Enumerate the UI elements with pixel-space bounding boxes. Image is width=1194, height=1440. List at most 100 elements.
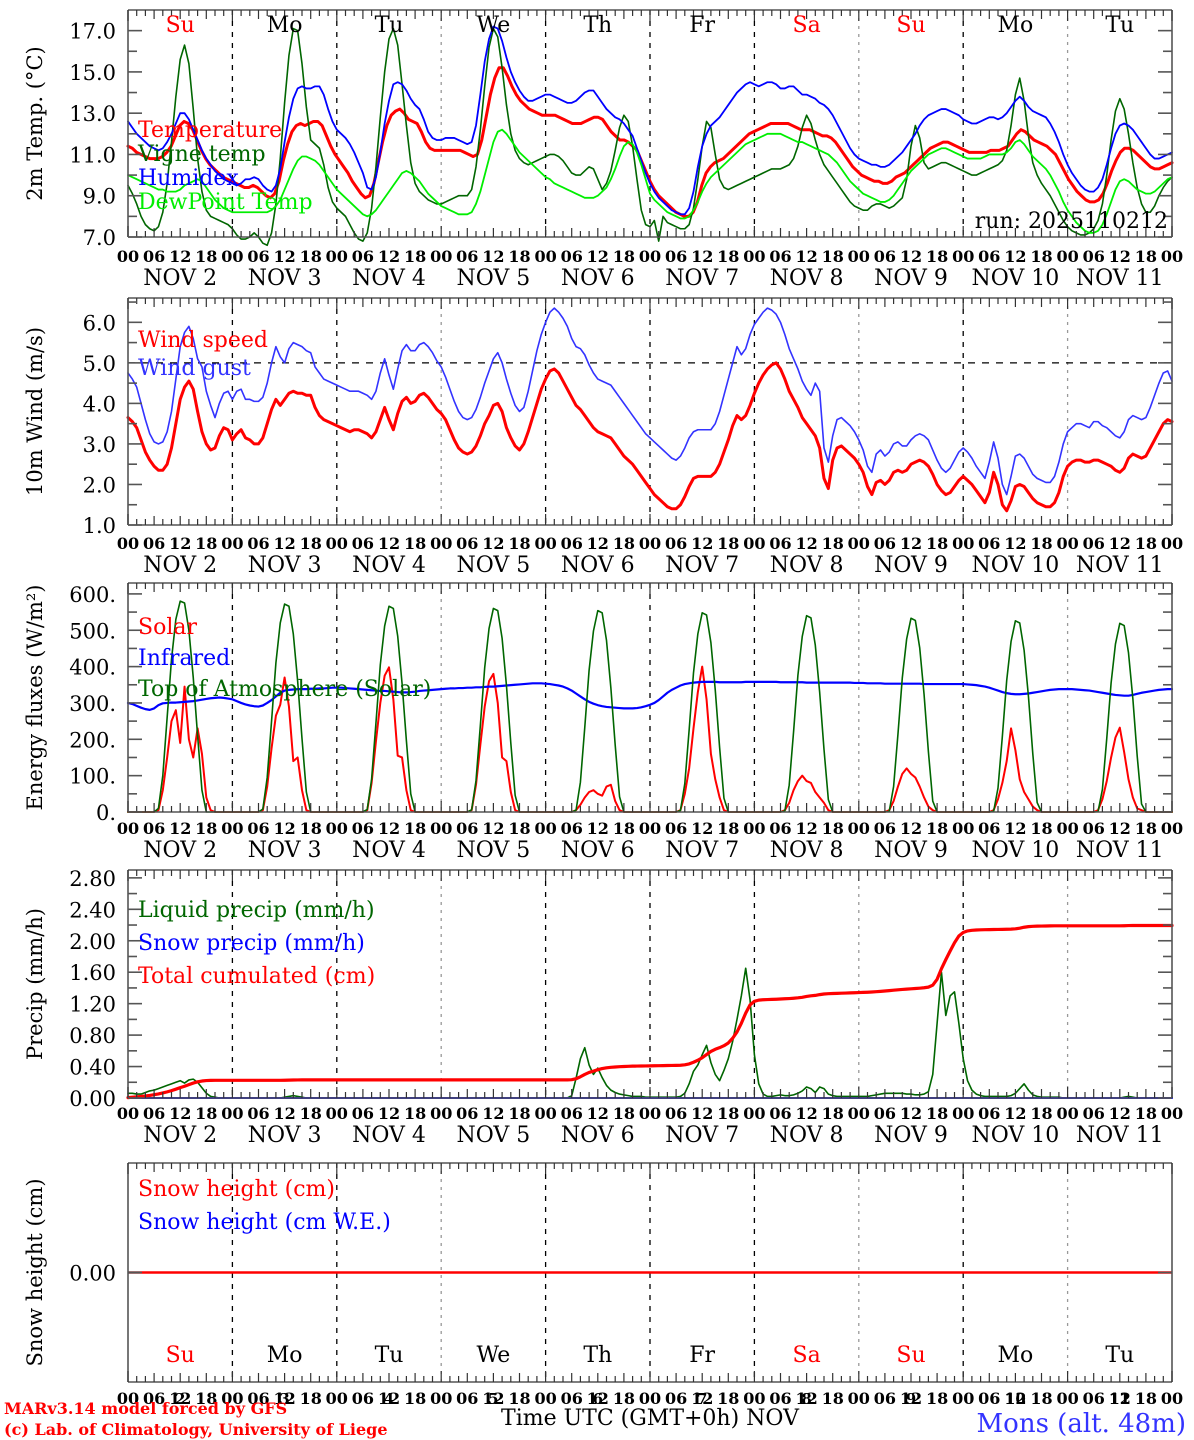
ytick-label: 500. [69,619,116,643]
hour-tick-label: 18 [404,819,426,838]
ytick-label: 2.80 [69,867,116,891]
hour-tick-label: 12 [795,247,817,266]
legend-item-humidex: Humidex [138,166,239,191]
hour-tick-label: 18 [195,1389,217,1408]
series-dewpoint-temp [127,128,1173,234]
hour-tick-label: 06 [143,534,165,553]
day-label: NOV 5 [457,266,531,291]
legend-item-snow-precip-mm-h-: Snow precip (mm/h) [138,931,365,956]
hour-tick-label: 12 [1109,1104,1131,1123]
axis-title-temperature: 2m Temp. (°C) [23,46,47,200]
hour-tick-label: 18 [1030,1104,1052,1123]
day-label: NOV 7 [665,553,739,578]
day-number-label: 6 [593,1390,603,1408]
hour-tick-label: 06 [143,1104,165,1123]
hour-tick-label: 12 [1004,534,1026,553]
hour-tick-label: 12 [1109,247,1131,266]
hour-tick-label: 06 [456,1104,478,1123]
day-label: NOV 5 [457,838,531,863]
weekday-label: Tu [1105,13,1134,38]
hour-tick-label: 12 [378,1389,400,1408]
legend-item-liquid-precip-mm-h-: Liquid precip (mm/h) [138,898,375,923]
day-label: NOV 11 [1076,838,1164,863]
day-label: NOV 10 [972,1123,1060,1148]
day-label: NOV 6 [561,838,635,863]
day-label: NOV 2 [143,266,217,291]
weekday-label: Mo [998,13,1034,38]
series-total-cumulated-cm- [126,923,1174,1100]
hour-tick-label: 12 [691,819,713,838]
hour-tick-label: 18 [1030,534,1052,553]
day-label: NOV 9 [874,1123,948,1148]
ytick-label: 11.0 [69,143,116,167]
hour-tick-label: 00 [117,534,139,553]
day-label: NOV 5 [457,1123,531,1148]
day-number-label: 9 [906,1390,916,1408]
hour-tick-label: 06 [874,819,896,838]
hour-tick-label: 18 [1135,534,1157,553]
hour-tick-label: 06 [1083,819,1105,838]
day-label: NOV 6 [561,266,635,291]
hour-tick-label: 06 [665,247,687,266]
hour-tick-label: 06 [874,534,896,553]
hour-tick-label: 12 [482,1389,504,1408]
hour-tick-label: 00 [848,247,870,266]
day-label: NOV 9 [874,838,948,863]
hour-tick-label: 00 [1161,819,1183,838]
hour-tick-label: 18 [508,1389,530,1408]
hour-tick-label: 18 [613,247,635,266]
station-label: Mons (alt. 48m) [977,1409,1186,1439]
hour-tick-label: 06 [769,534,791,553]
hour-tick-label: 18 [1135,1389,1157,1408]
hour-tick-label: 00 [743,1104,765,1123]
hour-tick-label: 12 [691,534,713,553]
hour-tick-label: 06 [874,247,896,266]
day-number-label: 7 [697,1390,707,1408]
hour-tick-label: 12 [169,534,191,553]
ytick-label: 0.00 [69,1262,116,1286]
series-humidex [127,25,1173,216]
hour-tick-label: 00 [952,819,974,838]
hour-tick-label: 18 [822,1389,844,1408]
day-label: NOV 2 [143,1123,217,1148]
hour-tick-label: 06 [247,247,269,266]
hour-tick-label: 12 [900,1104,922,1123]
day-label: NOV 5 [457,553,531,578]
ytick-label: 15.0 [69,61,116,85]
series-wind-speed [126,361,1174,513]
weekday-label-bottom: Su [896,1343,925,1368]
hour-tick-label: 18 [195,534,217,553]
hour-tick-label: 12 [1109,534,1131,553]
ytick-label: 0.80 [69,1024,116,1048]
day-label: NOV 4 [352,1123,426,1148]
weekday-label-bottom: Mo [998,1343,1034,1368]
hour-tick-label: 06 [978,534,1000,553]
day-label: NOV 4 [352,266,426,291]
hour-tick-label: 06 [456,247,478,266]
weekday-label-bottom: Tu [1105,1343,1134,1368]
axis-title-snow_height: Snow height (cm) [23,1178,47,1366]
hour-tick-label: 06 [561,247,583,266]
weekday-label-bottom: Th [583,1343,612,1368]
day-label: NOV 6 [561,553,635,578]
hour-tick-label: 00 [117,247,139,266]
legend-item-snow-height-cm-: Snow height (cm) [138,1177,335,1202]
hour-tick-label: 00 [1056,1389,1078,1408]
hour-tick-label: 00 [639,1389,661,1408]
hour-tick-label: 18 [926,819,948,838]
hour-tick-label: 06 [352,247,374,266]
day-number-label: 2 [175,1390,185,1408]
hour-tick-label: 00 [326,1104,348,1123]
hour-tick-label: 18 [717,534,739,553]
hour-tick-label: 18 [300,1104,322,1123]
ytick-label: 200. [69,728,116,752]
model-credit-line-2: (c) Lab. of Climatology, University of L… [4,1420,388,1439]
hour-tick-label: 06 [247,1104,269,1123]
legend-item-vigne-temp: Vigne temp [137,142,266,167]
hour-tick-label: 18 [717,1389,739,1408]
hour-tick-label: 06 [456,534,478,553]
hour-tick-label: 00 [534,534,556,553]
hour-tick-label: 06 [1083,247,1105,266]
